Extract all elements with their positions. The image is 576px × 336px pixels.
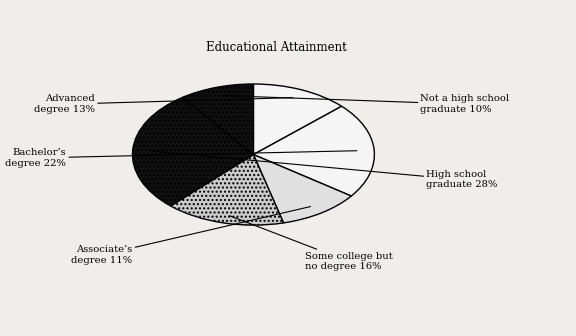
Text: High school
graduate 28%: High school graduate 28%: [150, 151, 498, 190]
Wedge shape: [170, 155, 283, 225]
Text: Bachelor’s
degree 22%: Bachelor’s degree 22%: [5, 148, 357, 168]
Wedge shape: [253, 106, 374, 196]
Text: Associate’s
degree 11%: Associate’s degree 11%: [71, 207, 310, 265]
Wedge shape: [253, 155, 351, 223]
Wedge shape: [183, 84, 253, 155]
Text: Educational Attainment: Educational Attainment: [206, 41, 347, 54]
Text: Not a high school
graduate 10%: Not a high school graduate 10%: [223, 94, 510, 114]
Text: Advanced
degree 13%: Advanced degree 13%: [34, 94, 293, 114]
Text: Some college but
no degree 16%: Some college but no degree 16%: [230, 216, 393, 271]
Wedge shape: [132, 97, 253, 206]
Wedge shape: [253, 84, 342, 155]
